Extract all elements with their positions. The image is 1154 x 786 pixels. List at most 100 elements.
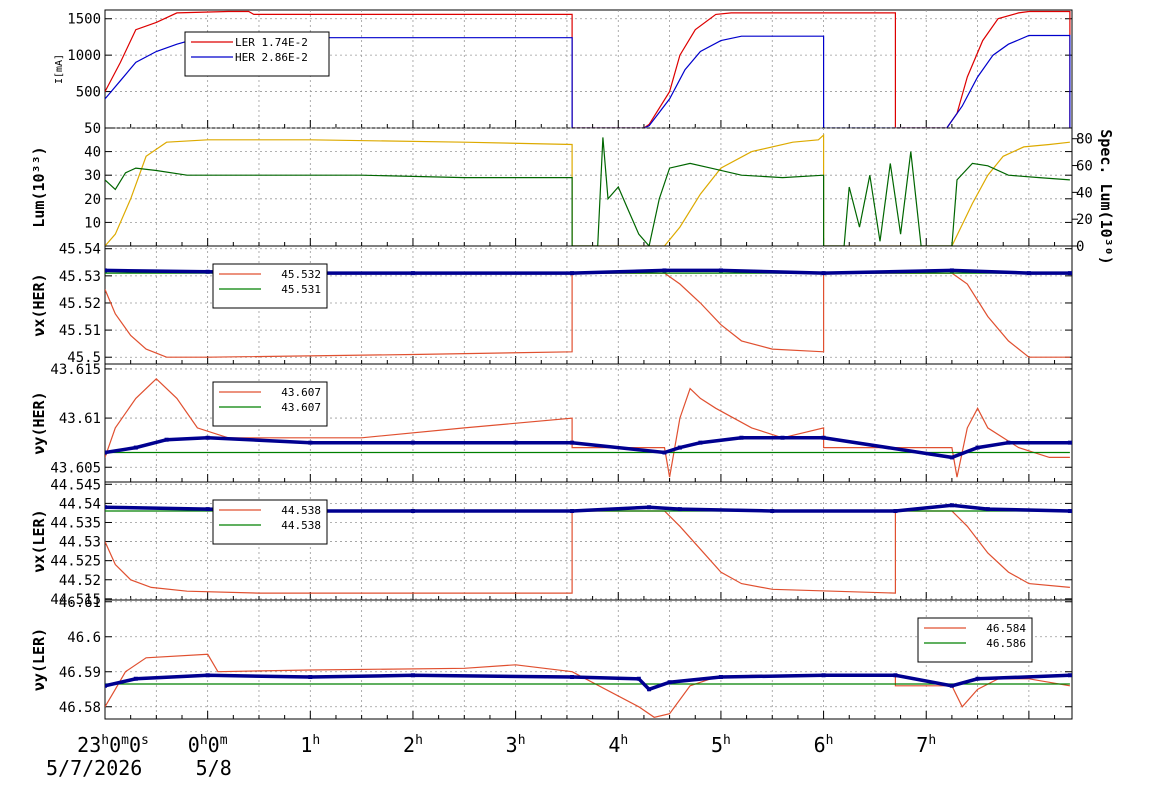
data-point bbox=[647, 505, 652, 510]
y-tick-label: 30 bbox=[84, 168, 101, 184]
y-tick-label: 44.515 bbox=[50, 592, 101, 608]
series-line-1 bbox=[105, 510, 1070, 594]
data-point bbox=[667, 680, 672, 685]
legend-label: 44.538 bbox=[281, 519, 321, 532]
data-point bbox=[780, 435, 785, 440]
data-point bbox=[821, 673, 826, 678]
panel-frame bbox=[104, 127, 1073, 247]
data-point bbox=[205, 673, 210, 678]
legend: LER 1.74E-2 HER 2.86E-2 bbox=[184, 31, 330, 77]
y-tick-label: 500 bbox=[76, 85, 101, 101]
data-point bbox=[1067, 509, 1072, 514]
data-point bbox=[105, 268, 107, 273]
y2-axis-label: Spec. Lum(10³⁰) bbox=[1097, 129, 1115, 264]
data-point bbox=[1006, 440, 1011, 445]
legend-label: 46.586 bbox=[986, 637, 1026, 650]
legend: 45.532 45.531 bbox=[212, 263, 328, 309]
legend: 46.584 46.586 bbox=[917, 617, 1033, 663]
y-axis-label: Lum(10³³) bbox=[30, 146, 48, 227]
x-tick-label: 2h bbox=[403, 733, 423, 757]
y-tick-label: 45.5 bbox=[67, 350, 101, 366]
data-point bbox=[570, 675, 575, 679]
legend-box bbox=[212, 499, 328, 545]
data-point bbox=[718, 268, 723, 273]
x-tick-label: 3h bbox=[506, 733, 526, 757]
series-line-1 bbox=[105, 377, 1070, 478]
data-point bbox=[1067, 673, 1072, 678]
data-point bbox=[133, 445, 138, 450]
data-point bbox=[570, 271, 575, 276]
y-tick-label: 44.53 bbox=[59, 535, 101, 551]
data-point bbox=[698, 440, 703, 445]
data-point bbox=[570, 509, 575, 514]
data-point bbox=[770, 509, 775, 514]
x-date-label: 5/8 bbox=[196, 756, 232, 780]
x-tick-label: 7h bbox=[916, 733, 936, 757]
data-point bbox=[647, 687, 652, 692]
y-tick-label: 46.61 bbox=[59, 595, 101, 611]
y-tick-label: 46.58 bbox=[59, 700, 101, 716]
data-point bbox=[105, 450, 107, 455]
y-axis-label: I[mA] bbox=[54, 54, 65, 84]
legend-label: LER 1.74E-2 bbox=[235, 36, 308, 49]
data-point bbox=[739, 435, 744, 440]
x-tick-label: 6h bbox=[814, 733, 834, 757]
data-point bbox=[1026, 271, 1031, 276]
y2-tick-label: 20 bbox=[1076, 212, 1093, 228]
legend-box bbox=[212, 263, 328, 309]
data-point bbox=[821, 271, 826, 276]
x-tick-label: 5h bbox=[711, 733, 731, 757]
data-point bbox=[513, 440, 518, 445]
panel-5: 44.515 44.52 44.525 44.53 44.535 44.54 44.545ν… bbox=[30, 477, 1073, 608]
legend-label: 45.532 bbox=[281, 268, 321, 281]
y-tick-label: 10 bbox=[84, 215, 101, 231]
data-point bbox=[975, 445, 980, 450]
data-point bbox=[985, 507, 990, 512]
data-point bbox=[410, 509, 415, 514]
y-tick-label: 43.615 bbox=[50, 362, 101, 378]
legend-box bbox=[212, 381, 328, 427]
series-line-1 bbox=[105, 133, 1070, 246]
data-point bbox=[205, 435, 210, 440]
legend-label: HER 2.86E-2 bbox=[235, 51, 308, 64]
series-line-1 bbox=[105, 10, 1071, 128]
y-tick-label: 44.545 bbox=[50, 477, 101, 493]
data-point bbox=[718, 675, 723, 679]
series-line-2 bbox=[105, 137, 1070, 246]
data-point bbox=[205, 269, 210, 274]
data-point bbox=[410, 271, 415, 276]
x-axis-labels: 23h0m0s 0h0m 1h 2h 3h 4h 5h 6h 7h 5/7/2026 5/8 bbox=[46, 733, 936, 780]
y-tick-label: 44.535 bbox=[50, 515, 101, 531]
legend: 43.607 43.607 bbox=[212, 381, 328, 427]
series-line-1 bbox=[105, 653, 1071, 718]
data-point bbox=[662, 268, 667, 273]
data-point bbox=[949, 503, 954, 508]
y-tick-label: 45.51 bbox=[59, 323, 101, 339]
y-tick-label: 1500 bbox=[67, 12, 101, 28]
data-point bbox=[308, 440, 313, 445]
x-tick-label: 1h bbox=[300, 733, 320, 757]
y-axis-label: νx(HER) bbox=[30, 273, 48, 336]
y-tick-label: 43.61 bbox=[59, 411, 101, 427]
panel-1: 500 1000 1500 I[mA] LER 1.74E-2 HER 2.86E-2 bbox=[54, 9, 1073, 129]
y-tick-label: 43.605 bbox=[50, 460, 101, 476]
panel-2: 10 20 30 40 50 Lum(10³³) 0 20 40 60 80 Spec. Lum(10… bbox=[30, 121, 1115, 265]
data-point bbox=[821, 435, 826, 440]
legend-label: 43.607 bbox=[281, 386, 321, 399]
y-tick-label: 46.59 bbox=[59, 665, 101, 681]
series-line-1 bbox=[105, 272, 1070, 358]
data-point bbox=[105, 505, 107, 510]
data-point bbox=[105, 683, 107, 688]
data-point bbox=[410, 673, 415, 678]
legend-label: 45.531 bbox=[281, 283, 321, 296]
series-line-2 bbox=[105, 34, 1071, 128]
y-axis-label: νy(HER) bbox=[30, 391, 48, 454]
y-tick-label: 45.52 bbox=[59, 296, 101, 312]
y-axis-label: νy(LER) bbox=[30, 628, 48, 691]
y-tick-label: 45.54 bbox=[59, 242, 101, 258]
data-point bbox=[1067, 271, 1072, 276]
y-tick-label: 46.6 bbox=[67, 630, 101, 646]
y-tick-label: 1000 bbox=[67, 48, 101, 64]
x-tick-label: 0h0m bbox=[188, 733, 228, 757]
